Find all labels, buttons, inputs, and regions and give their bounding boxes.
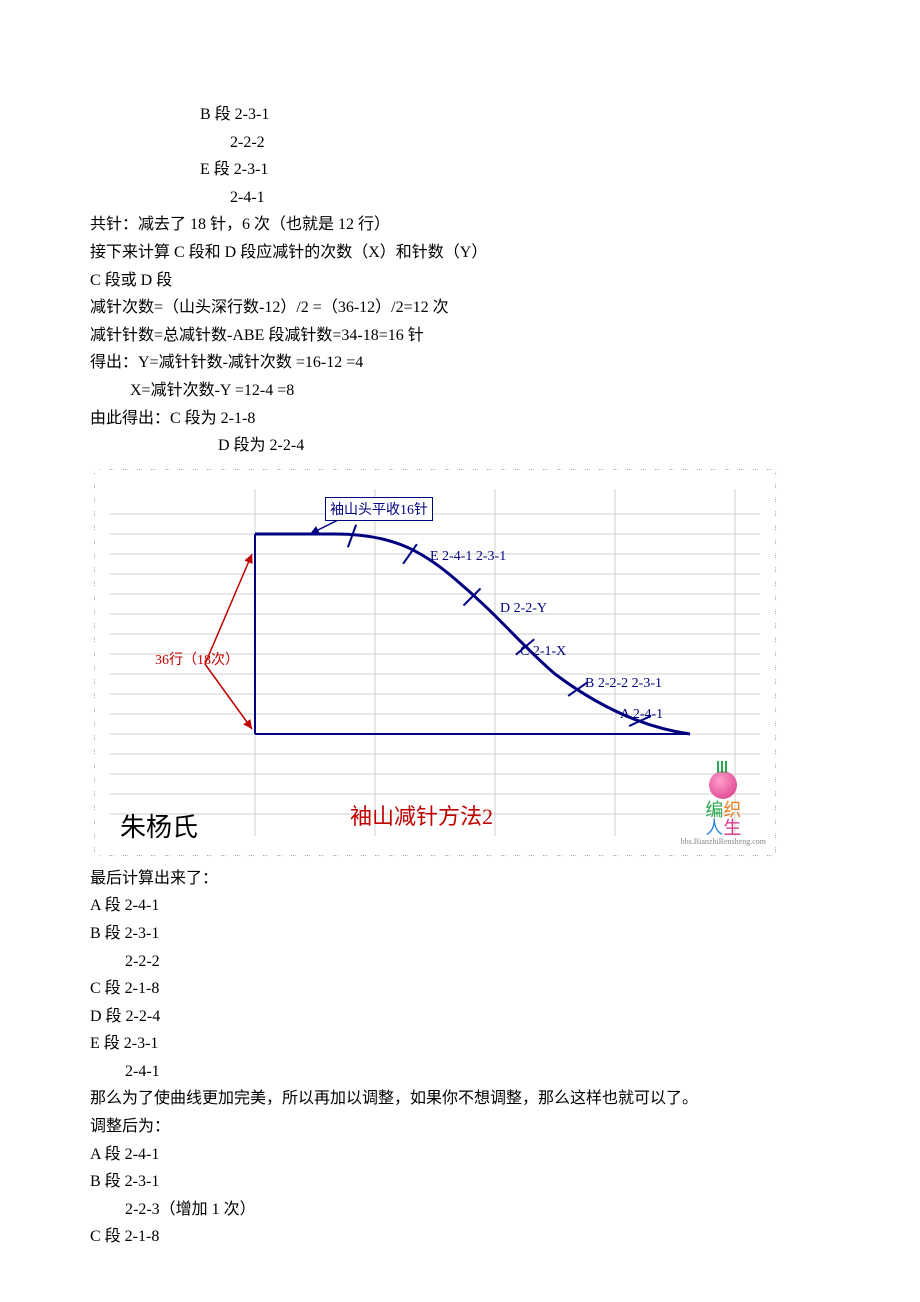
text-line: B 段 2-3-1 — [90, 102, 830, 128]
text-line: X=减针次数-Y =12-4 =8 — [90, 378, 830, 404]
text-line: 共针：减去了 18 针，6 次（也就是 12 行） — [90, 212, 830, 238]
text-line: 2-4-1 — [90, 185, 830, 211]
logo-url: bbs.BianzhiRensheng.com — [681, 837, 766, 846]
text-line: C 段 2-1-8 — [90, 1224, 830, 1250]
text-line: D 段为 2-2-4 — [90, 433, 830, 459]
site-logo: 编织 人生 bbs.BianzhiRensheng.com — [681, 771, 766, 846]
diagram-author: 朱杨氏 — [120, 807, 198, 844]
label-segment-d: D 2-2-Y — [500, 601, 547, 617]
label-top-castoff: 袖山头平收16针 — [325, 497, 433, 521]
text-line: 接下来计算 C 段和 D 段应减针的次数（X）和针数（Y） — [90, 240, 830, 266]
text-line: 减针次数=（山头深行数-12）/2 =（36-12）/2=12 次 — [90, 295, 830, 321]
sleeve-cap-diagram: 袖山头平收16针 E 2-4-1 2-3-1 D 2-2-Y C 2-1-X B… — [90, 465, 830, 860]
label-rows: 36行（18次） — [155, 649, 239, 669]
text-line: 最后计算出来了： — [90, 866, 830, 892]
text-line: A 段 2-4-1 — [90, 893, 830, 919]
text-line: 减针针数=总减针数-ABE 段减针数=34-18=16 针 — [90, 323, 830, 349]
label-segment-e: E 2-4-1 2-3-1 — [430, 549, 506, 565]
text-line: B 段 2-3-1 — [90, 921, 830, 947]
text-line: 2-2-2 — [90, 130, 830, 156]
text-line: 2-4-1 — [90, 1059, 830, 1085]
label-segment-a: A 2-4-1 — [620, 707, 663, 723]
text-line: 那么为了使曲线更加完美，所以再加以调整，如果你不想调整，那么这样也就可以了。 — [90, 1086, 830, 1112]
logo-text: 编织 人生 — [681, 801, 766, 837]
text-line: 得出：Y=减针针数-减针次数 =16-12 =4 — [90, 350, 830, 376]
text-line: E 段 2-3-1 — [90, 1031, 830, 1057]
label-segment-b: B 2-2-2 2-3-1 — [585, 676, 662, 692]
text-line: C 段或 D 段 — [90, 268, 830, 294]
label-segment-c: C 2-1-X — [520, 644, 566, 660]
text-line: 2-2-2 — [90, 949, 830, 975]
yarn-ball-icon — [709, 771, 737, 799]
text-line: 调整后为： — [90, 1114, 830, 1140]
text-line: C 段 2-1-8 — [90, 976, 830, 1002]
text-line: 2-2-3（增加 1 次） — [90, 1197, 830, 1223]
document-page: B 段 2-3-1 2-2-2 E 段 2-3-1 2-4-1 共针：减去了 1… — [0, 0, 920, 1292]
text-line: A 段 2-4-1 — [90, 1142, 830, 1168]
text-line: B 段 2-3-1 — [90, 1169, 830, 1195]
text-line: D 段 2-2-4 — [90, 1004, 830, 1030]
text-line: E 段 2-3-1 — [90, 157, 830, 183]
text-line: 由此得出：C 段为 2-1-8 — [90, 406, 830, 432]
diagram-caption: 袖山减针方法2 — [350, 799, 493, 831]
stamp-frame: 袖山头平收16针 E 2-4-1 2-3-1 D 2-2-Y C 2-1-X B… — [90, 465, 780, 860]
